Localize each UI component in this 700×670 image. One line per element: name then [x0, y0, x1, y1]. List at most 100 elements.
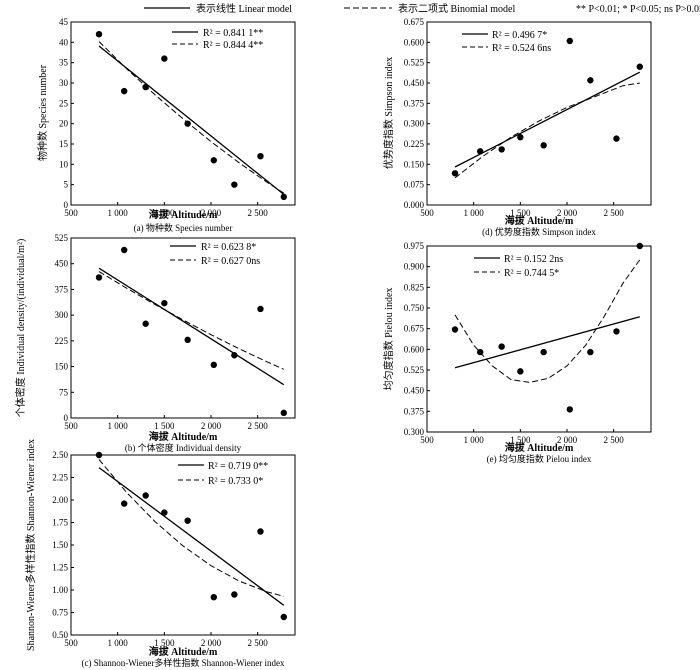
y-tick-label: 30 [59, 78, 69, 88]
data-point [477, 148, 484, 155]
y-tick-label: 40 [59, 37, 69, 47]
x-axis-label-d: 海拔 Altitude/m [505, 214, 574, 227]
data-point [451, 326, 459, 333]
x-tick-label: 1 000 [108, 208, 129, 218]
y-tick-label: 150 [55, 362, 69, 372]
panel-d: 0.000 0.075 0.150 0.225 0.300 0.375 0.450 0.525… [382, 17, 652, 237]
data-point [161, 299, 168, 307]
y-tick-label: 1.25 [52, 563, 68, 573]
x-tick-label: 500 [64, 638, 78, 648]
data-point [142, 492, 149, 499]
binomial-r2-label-c: R² = 0.733 0* [208, 476, 263, 487]
data-point [636, 63, 643, 70]
y-tick-label: 25 [59, 98, 69, 108]
caption-a: (a) 物种数 Species number [134, 222, 233, 233]
binomial-r2-label-d: R² = 0.524 6ns [492, 43, 551, 54]
data-point [587, 77, 594, 84]
data-point [210, 594, 217, 601]
x-tick-label: 500 [420, 208, 434, 218]
data-point [184, 336, 191, 344]
x-tick-label: 1 500 [154, 208, 175, 218]
y-tick-label: 2.25 [52, 473, 68, 483]
fit-lines-c [98, 459, 285, 606]
y-tick-label: 35 [59, 58, 69, 68]
y-axis-label-a: 物种数 Species number [36, 64, 49, 161]
caption-e: (e) 均匀度指数 Pielou index [487, 453, 592, 464]
y-tick-label: 0.150 [404, 159, 425, 169]
data-point [210, 157, 217, 164]
x-tick-label: 1 500 [154, 421, 175, 431]
y-tick-label: 375 [55, 284, 69, 294]
data-point [231, 181, 238, 188]
x-tick-label: 2 000 [557, 435, 578, 445]
data-point [257, 305, 264, 313]
linear-fit-line [98, 45, 285, 195]
y-tick-label: 525 [55, 233, 69, 243]
x-tick-label: 500 [64, 208, 78, 218]
y-tick-label: 0 [64, 413, 69, 423]
y-tick-label: 0.750 [404, 303, 425, 313]
y-tick-label: 1.00 [52, 585, 68, 595]
data-point [280, 193, 287, 201]
data-point [95, 274, 103, 281]
x-tick-label: 1 500 [510, 435, 531, 445]
x-tick-label: 2 500 [604, 208, 625, 218]
x-tick-label: 1 500 [510, 208, 531, 218]
panel-e: 0.300 0.375 0.450 0.525 0.600 0.675 0.750 0.825… [382, 241, 652, 464]
x-tick-label: 1 000 [464, 435, 485, 445]
binomial-fit-curve [98, 271, 285, 370]
y-tick-label: 0.675 [404, 17, 425, 27]
y-axis-label-e: 均匀度指数 Pielou index [382, 288, 395, 391]
x-tick-label: 2 000 [201, 638, 222, 648]
data-point [540, 348, 547, 356]
y-tick-label: 0.000 [404, 200, 425, 210]
data-point [161, 55, 168, 62]
y-axis-ticks-c: 0.50 0.75 1.00 1.25 1.50 1.75 2.00 2.25 2.50 [52, 450, 74, 640]
y-tick-label: 225 [55, 336, 69, 346]
data-point [184, 120, 191, 127]
data-points-c [95, 451, 287, 621]
linear-r2-label-c: R² = 0.719 0** [208, 461, 268, 472]
data-point [498, 343, 505, 350]
caption-b: (b) 个体密度 Individual density [125, 442, 242, 453]
linear-fit-line [454, 316, 640, 369]
data-point [613, 135, 620, 142]
fit-lines-a [98, 41, 285, 195]
plot-frame-a [70, 21, 296, 206]
data-point [517, 134, 524, 141]
y-tick-label: 450 [55, 259, 69, 269]
data-point [540, 142, 547, 149]
y-tick-label: 2.00 [52, 495, 68, 505]
y-tick-label: 0.525 [404, 365, 425, 375]
fit-lines-b [98, 267, 285, 386]
y-tick-label: 45 [59, 17, 69, 27]
y-tick-label: 0.450 [404, 386, 425, 396]
binomial-fit-curve [454, 259, 641, 383]
y-tick-label: 0.75 [52, 608, 68, 618]
fit-legend-a: R² = 0.841 1** R² = 0.844 4** [172, 28, 263, 51]
binomial-fit-curve [98, 41, 285, 194]
x-tick-label: 1 000 [108, 421, 129, 431]
caption-c: (c) Shannon-Wiener多样性指数 Shannon-Wiener i… [82, 657, 285, 668]
y-tick-label: 0.525 [404, 58, 425, 68]
y-tick-label: 0.450 [404, 78, 425, 88]
data-point [142, 83, 149, 91]
data-points-e [451, 242, 643, 413]
panel-b: 0 75 150 225 300 375 450 525 500 1 000 1 500 2 000… [14, 233, 296, 453]
data-point [257, 153, 264, 160]
data-point [566, 406, 573, 413]
x-tick-label: 2 500 [248, 208, 269, 218]
linear-fit-line [98, 267, 285, 386]
y-tick-label: 75 [59, 387, 69, 397]
data-points-d [451, 37, 643, 177]
y-tick-label: 0.225 [404, 139, 425, 149]
data-point [498, 146, 505, 153]
data-point [636, 242, 643, 250]
y-tick-label: 0.300 [404, 119, 425, 129]
caption-d: (d) 优势度指数 Simpson index [482, 226, 596, 237]
x-tick-label: 2 500 [248, 421, 269, 431]
x-axis-ticks-a: 500 1 000 1 500 2 000 2 500 [64, 202, 268, 218]
y-tick-label: 0.975 [404, 241, 425, 251]
fit-lines-d [454, 71, 641, 179]
